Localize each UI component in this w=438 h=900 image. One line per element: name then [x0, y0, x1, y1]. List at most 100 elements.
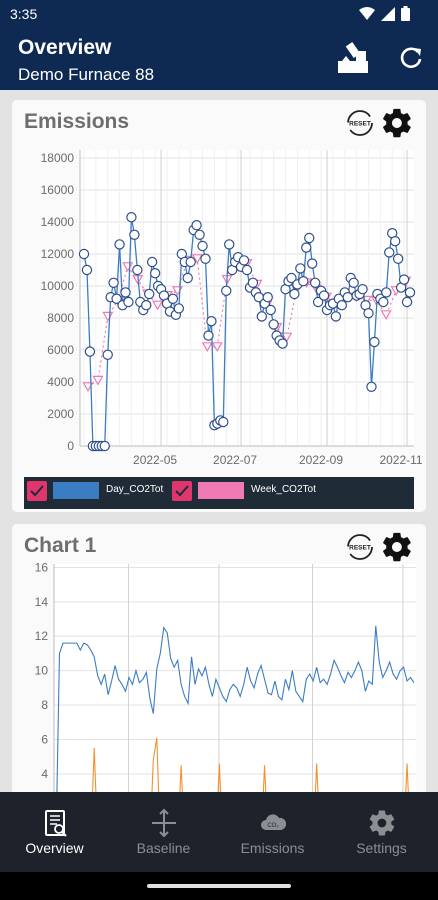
- y-tick-label: 14: [35, 595, 49, 609]
- data-point-day: [123, 296, 134, 308]
- data-point-day: [78, 248, 90, 260]
- chart1-card: Chart 1 RESET 16 14 12 10 8 6 4: [12, 524, 426, 792]
- chart1-chart[interactable]: 16 14 12 10 8 6 4: [12, 524, 426, 792]
- legend-label-day: Day_CO2Tot: [106, 484, 164, 495]
- legend-label-week: Week_CO2Tot: [251, 484, 316, 495]
- data-point-day: [99, 440, 110, 452]
- nav-item-baseline[interactable]: Baseline: [109, 792, 218, 872]
- data-point-day: [404, 287, 416, 298]
- data-point-week: [191, 254, 203, 265]
- emissions-chart[interactable]: 18000 16000 14000 12000 10000 8000 6000 4000 200…: [12, 100, 426, 480]
- nav-item-overview[interactable]: Overview: [0, 792, 109, 872]
- data-point-week: [281, 332, 293, 343]
- status-bar: 3:35: [0, 0, 438, 28]
- data-point-day: [143, 288, 155, 300]
- nav-item-settings[interactable]: Settings: [327, 792, 436, 872]
- nav-label-settings: Settings: [356, 840, 407, 856]
- overview-icon: [45, 810, 67, 837]
- data-point-week: [152, 300, 164, 311]
- status-time: 3:35: [10, 6, 38, 22]
- legend-swatch-week: [198, 482, 244, 499]
- data-point-day: [366, 381, 377, 392]
- data-point-day: [309, 277, 321, 288]
- data-point-day: [241, 264, 253, 276]
- data-point-day: [132, 264, 143, 276]
- y-tick-label: 14000: [41, 215, 75, 229]
- data-point-day: [277, 338, 288, 349]
- data-point-day: [221, 285, 232, 296]
- data-point-day: [342, 291, 353, 303]
- data-point-day: [389, 235, 401, 247]
- data-point-day: [384, 247, 395, 258]
- data-point-day: [265, 304, 276, 316]
- data-point-day: [114, 239, 125, 250]
- data-point-day: [194, 229, 205, 240]
- y-tick-label: 4000: [47, 375, 74, 389]
- data-point-day: [126, 211, 137, 223]
- data-point-week: [82, 382, 94, 393]
- nav-item-emissions[interactable]: CO₂ Emissions: [218, 792, 327, 872]
- wifi-icon: [359, 6, 375, 20]
- data-point-week: [211, 342, 223, 353]
- emissions-card-title: Emissions: [24, 110, 130, 133]
- home-indicator[interactable]: [147, 884, 291, 888]
- signal-icon: [381, 6, 395, 21]
- series-line-1: [56, 625, 415, 792]
- data-point-day: [247, 277, 259, 288]
- check-icon: [30, 485, 44, 497]
- x-tick-label: 2022-09: [299, 453, 343, 467]
- data-point-day: [141, 299, 152, 311]
- data-point-day: [197, 240, 208, 252]
- gear-icon: [369, 810, 395, 836]
- reset-label: RESET: [349, 121, 371, 128]
- chart-legend: Day_CO2Tot Week_CO2Tot: [24, 477, 414, 509]
- data-point-day: [182, 272, 193, 284]
- data-point-day: [256, 311, 268, 322]
- x-tick-label: 2022-07: [213, 453, 257, 467]
- furnace-button[interactable]: [332, 36, 374, 80]
- data-point-day: [102, 349, 113, 360]
- data-point-day: [318, 290, 330, 301]
- x-tick-label: 2022-05: [133, 453, 177, 467]
- gear-icon: [383, 532, 411, 562]
- data-point-day: [307, 258, 318, 269]
- refresh-button[interactable]: [390, 36, 432, 80]
- y-tick-label: 8: [41, 698, 48, 712]
- y-tick-label: 16000: [41, 183, 75, 197]
- nav-label-baseline: Baseline: [136, 840, 191, 856]
- y-tick-label: 6: [41, 732, 48, 746]
- y-tick-label: 8000: [47, 311, 74, 325]
- data-point-day: [108, 277, 119, 288]
- y-tick-label: 16: [35, 560, 49, 574]
- data-point-day: [81, 264, 93, 276]
- data-point-day: [149, 267, 161, 279]
- data-point-day: [398, 274, 410, 285]
- data-point-day: [392, 253, 404, 264]
- reset-zoom-button[interactable]: RESET: [343, 106, 377, 140]
- data-point-day: [378, 296, 389, 308]
- data-point-day: [357, 283, 368, 295]
- y-tick-label: 18000: [41, 151, 75, 165]
- legend-checkbox-day[interactable]: [27, 481, 47, 501]
- gear-icon: [383, 108, 411, 138]
- data-point-day: [298, 275, 309, 287]
- data-point-day: [218, 416, 229, 428]
- reset-zoom-button[interactable]: RESET: [343, 530, 377, 564]
- reset-icon: RESET: [347, 534, 373, 560]
- data-point-day: [185, 256, 196, 268]
- legend-checkbox-week[interactable]: [172, 481, 192, 501]
- svg-text:CO₂: CO₂: [267, 823, 279, 829]
- data-point-day: [191, 219, 202, 231]
- data-point-week: [201, 342, 213, 353]
- chart-settings-button[interactable]: [380, 530, 414, 564]
- bottom-navigation: Overview Baseline CO₂ Emissions Settings: [0, 792, 438, 872]
- data-point-day: [301, 242, 312, 253]
- battery-icon: [401, 6, 410, 21]
- gesture-bar: [0, 872, 438, 900]
- chart-settings-button[interactable]: [380, 106, 414, 140]
- app-bar: Overview Demo Furnace 88: [0, 28, 438, 90]
- system-icons: [359, 6, 410, 21]
- data-point-day: [295, 263, 306, 274]
- data-point-day: [203, 330, 214, 341]
- data-point-day: [286, 272, 297, 284]
